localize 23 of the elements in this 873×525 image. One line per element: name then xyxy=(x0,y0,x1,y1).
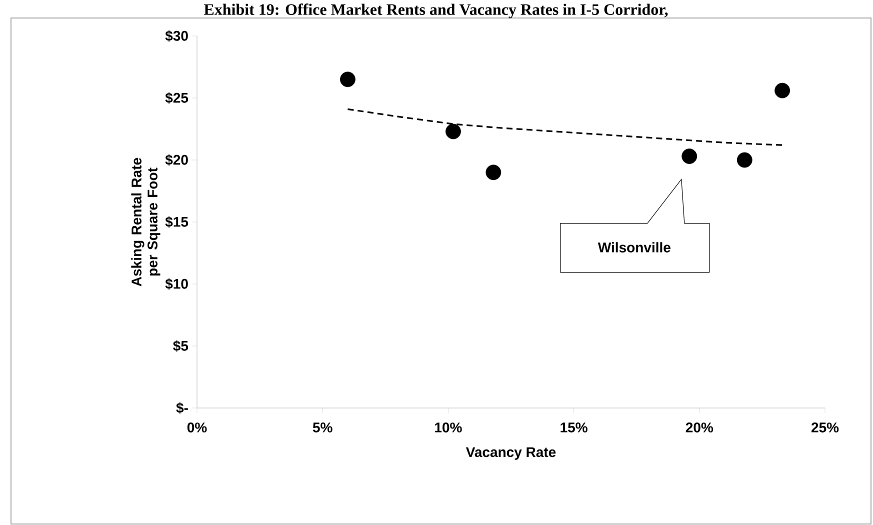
y-tick-label: $20 xyxy=(165,154,188,166)
point xyxy=(682,148,698,164)
y-tick-label: $15 xyxy=(165,216,188,228)
y-tick-label: $- xyxy=(176,402,188,414)
point xyxy=(340,72,356,88)
x-tick-label: 15% xyxy=(560,422,588,432)
y-tick-label: $25 xyxy=(165,92,188,104)
chart-title: Exhibit 19: Office Market Rents and Vacancy Rates in I-5 Corridor, xyxy=(204,4,668,18)
y-axis-title: Asking Rental Rate per Square Foot xyxy=(131,158,160,286)
y-tick-label: $30 xyxy=(165,30,188,42)
point xyxy=(774,82,790,98)
point xyxy=(736,152,752,168)
y-tick-label: $5 xyxy=(173,340,188,352)
x-tick-label: 5% xyxy=(312,422,332,432)
x-tick-label: 0% xyxy=(187,422,207,432)
y-tick-label: $10 xyxy=(165,278,188,290)
x-tick-label: 10% xyxy=(435,422,462,432)
point xyxy=(486,164,502,180)
annotation: Wilsonville xyxy=(598,242,670,252)
x-tick-label: 25% xyxy=(811,422,839,432)
point xyxy=(446,124,461,140)
x-axis-title: Vacancy Rate xyxy=(466,447,556,460)
x-tick-label: 20% xyxy=(686,422,714,432)
